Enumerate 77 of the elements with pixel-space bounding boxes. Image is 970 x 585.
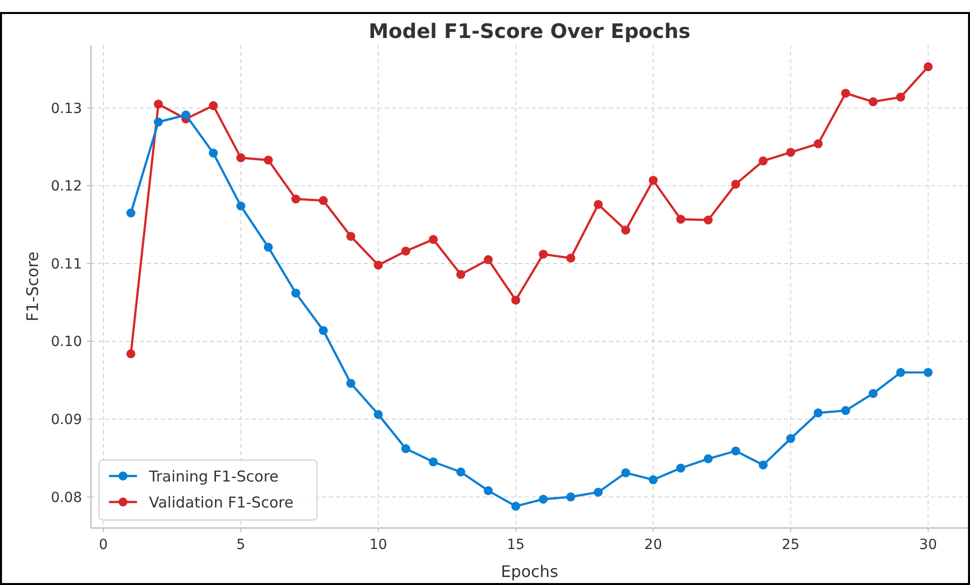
legend-label: Validation F1-Score [149,493,294,512]
point [538,494,548,504]
point [841,88,850,98]
point [291,288,300,298]
point [924,368,933,377]
point [318,196,328,206]
point [731,180,740,189]
point [511,296,520,305]
point [346,232,356,241]
point [621,226,630,235]
point [758,156,768,166]
point [401,246,410,256]
point [264,156,273,165]
x-tick-label: 10 [369,537,388,553]
x-axis-title: Epochs [500,562,558,581]
y-tick-label: 0.08 [50,490,82,506]
x-tick-label: 5 [236,537,246,553]
point [126,208,136,218]
x-tick-label: 25 [782,537,800,553]
point [208,148,218,158]
point [154,118,163,126]
y-axis-title: F1-Score [23,252,42,322]
point [511,502,520,511]
point [318,326,328,335]
point [814,139,823,148]
point [731,446,740,456]
point [428,234,438,244]
point [786,148,796,157]
point [868,97,878,106]
point [126,349,136,358]
chart-title: Model F1-Score Over Epochs [368,19,690,43]
point [401,444,410,454]
point [814,408,823,418]
point [181,110,190,120]
point [676,464,686,473]
point [594,200,603,209]
point [428,457,438,466]
point [154,100,163,109]
y-tick-label: 0.13 [50,100,82,117]
point [484,486,493,496]
point [374,260,383,270]
point [456,468,466,476]
point [896,368,906,377]
point [786,434,796,444]
point [538,250,548,259]
point [704,216,713,224]
point [704,454,713,464]
point [374,410,383,419]
x-tick-label: 20 [644,537,662,553]
point [648,176,658,185]
x-tick-label: 0 [98,537,108,553]
x-tick-label: 30 [919,537,938,553]
y-tick-label: 0.09 [50,412,82,428]
point [346,378,356,388]
point [236,153,246,162]
point [841,406,850,416]
point [566,492,576,502]
y-tick-label: 0.10 [50,334,82,350]
point [758,460,768,470]
y-tick-label: 0.12 [50,178,82,195]
point [648,475,658,484]
y-tick-label: 0.11 [50,256,82,272]
point [236,202,246,210]
legend-label: Training F1-Score [148,467,279,486]
point [291,194,300,204]
point [868,388,878,398]
point [566,254,576,263]
point [676,214,686,224]
point [264,242,273,252]
x-tick-label: 15 [506,537,525,553]
point [924,62,933,72]
point [208,101,218,110]
point [896,92,906,102]
point [594,488,603,497]
point [621,468,630,478]
point [484,255,493,264]
point [456,270,466,279]
